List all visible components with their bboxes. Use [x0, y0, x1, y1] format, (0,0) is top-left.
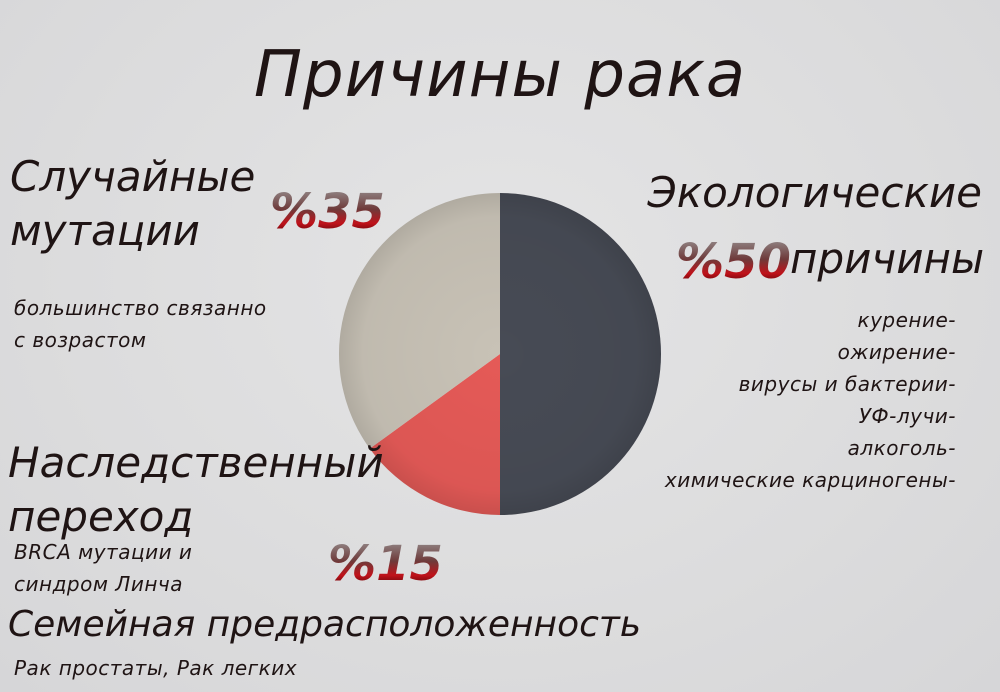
hereditary-desc-line2: синдром Линча	[14, 572, 183, 596]
ecological-heading-line2: причины	[790, 234, 985, 283]
random-mutations-heading-line1: Случайные	[10, 152, 256, 201]
random-mutations-desc-line1: большинство связанно	[14, 296, 267, 320]
random-mutations-desc-line2: с возрастом	[14, 328, 147, 352]
hereditary-heading: Наследственный переход	[8, 436, 384, 544]
ecological-item: вирусы и бактерии-	[738, 372, 956, 396]
ecological-heading-line1: Экологические	[647, 168, 982, 217]
ecological-list: курение- ожирение- вирусы и бактерии- УФ…	[665, 304, 956, 496]
pie-slice-0	[500, 193, 661, 515]
chart-title: Причины рака	[253, 38, 747, 112]
random-mutations-percent: %35	[270, 184, 385, 240]
hereditary-description: BRCA мутации и синдром Линча	[14, 536, 192, 600]
pie-slice-1	[369, 354, 500, 515]
ecological-item: алкоголь-	[847, 436, 956, 460]
ecological-percent: %50	[676, 234, 791, 290]
hereditary-percent: %15	[328, 536, 443, 592]
hereditary-heading-line2: переход	[8, 492, 194, 541]
ecological-item: УФ-лучи-	[858, 404, 956, 428]
random-mutations-description: большинство связанно с возрастом	[14, 292, 267, 356]
random-mutations-heading: Случайные мутации	[10, 150, 255, 258]
ecological-item: химические карциногены-	[664, 468, 956, 492]
ecological-item: курение-	[857, 308, 956, 332]
ecological-item: ожирение-	[837, 340, 956, 364]
random-mutations-heading-line2: мутации	[10, 206, 200, 255]
hereditary-desc-line1: BRCA мутации и	[14, 540, 193, 564]
hereditary-heading-line1: Наследственный	[8, 438, 384, 487]
family-heading: Семейная предрасположенность	[8, 604, 642, 645]
family-description: Рак простаты, Рак легких	[14, 656, 298, 680]
